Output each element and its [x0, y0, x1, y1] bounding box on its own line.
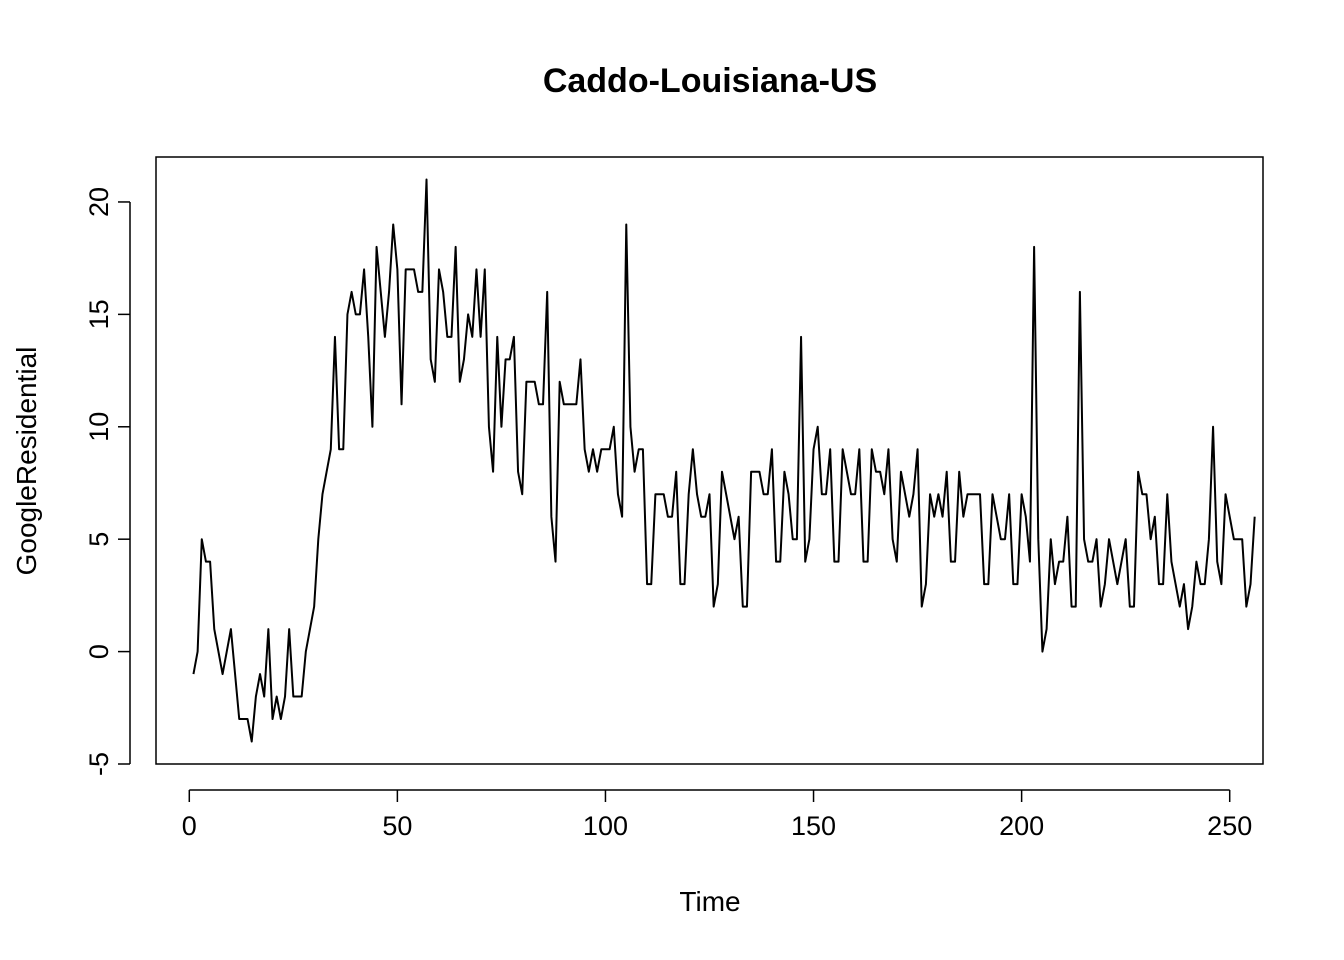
series-line: [192, 178, 1256, 743]
y-tick-label: 15: [84, 299, 114, 329]
x-tick-label: 100: [583, 811, 628, 841]
y-tick-label: 5: [84, 532, 114, 547]
x-tick-label: 0: [182, 811, 197, 841]
y-tick-label: 10: [84, 412, 114, 442]
y-tick-label: 20: [84, 187, 114, 217]
x-tick-label: 200: [999, 811, 1044, 841]
y-tick-label: 0: [84, 644, 114, 659]
plot-frame: [155, 156, 1264, 765]
y-tick-label: -5: [84, 752, 114, 776]
y-axis: -5 0 5 10 15 20: [84, 187, 131, 776]
chart-title: Caddo-Louisiana-US: [543, 62, 877, 100]
x-tick-label: 50: [382, 811, 412, 841]
x-tick-label: 150: [791, 811, 836, 841]
x-axis-label: Time: [679, 886, 740, 917]
x-axis: 0 50 100 150 200 250: [182, 789, 1252, 841]
x-tick-label: 250: [1207, 811, 1252, 841]
y-axis-label: GoogleResidential: [11, 347, 42, 576]
